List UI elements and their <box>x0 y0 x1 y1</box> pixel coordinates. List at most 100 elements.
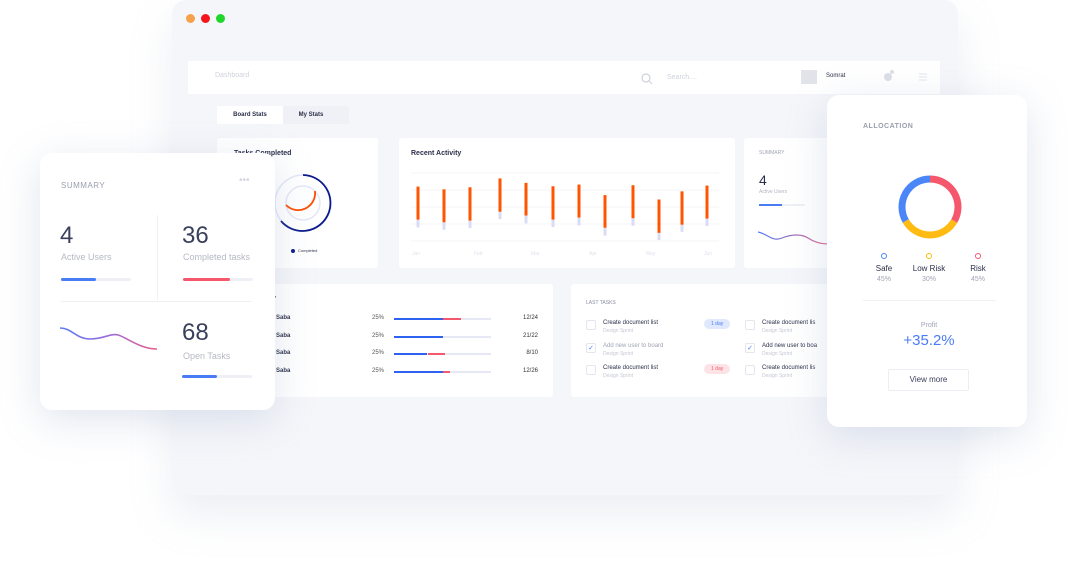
task-checkbox[interactable] <box>586 320 596 330</box>
legend-item: Risk 45% <box>953 253 1003 283</box>
bar-tail <box>416 219 420 228</box>
search-input[interactable]: Search.... <box>667 74 697 81</box>
profit-label: Profit <box>920 322 938 329</box>
legend-dot-icon <box>926 253 932 259</box>
user-name[interactable]: Somrat <box>826 73 846 79</box>
task-item[interactable]: Create document list Design Sprint 1 day <box>586 319 736 339</box>
top-header: Dashboard Search.... Somrat <box>188 61 940 94</box>
progress-bar <box>182 375 252 378</box>
team-activity-card: y Saba25%12/24Saba25%21/22Saba25%8/10Sab… <box>230 284 553 397</box>
due-badge: 1 day <box>704 319 731 329</box>
donut-segment-risk <box>929 175 962 223</box>
member-name: Saba <box>276 315 291 321</box>
task-title: Create document lis <box>762 320 816 326</box>
avatar[interactable] <box>801 70 817 84</box>
activity-bar <box>416 186 420 220</box>
legend-dot <box>291 249 295 253</box>
summary-card: SUMMARY ••• 4 Active Users 36 Completed … <box>40 153 275 410</box>
task-title: Create document list <box>603 365 659 371</box>
table-row[interactable]: Saba 25% 21/22 <box>230 333 553 345</box>
percent: 25% <box>372 350 385 356</box>
more-options-icon[interactable]: ••• <box>239 175 250 186</box>
task-checkbox[interactable] <box>745 320 755 330</box>
maximize-button[interactable] <box>216 14 225 23</box>
minimize-button[interactable] <box>186 14 195 23</box>
view-more-button[interactable]: View more <box>888 369 969 391</box>
activity-bar <box>551 186 555 220</box>
recent-activity-card: Recent Activity Jan Feb Mar Apr May Jun <box>399 138 735 268</box>
inner-arc <box>285 190 316 211</box>
menu-icon[interactable] <box>919 73 927 81</box>
notification-icon[interactable] <box>883 69 895 83</box>
donut-segment-low-risk <box>902 219 958 239</box>
task-item[interactable]: Create document lis Design Sprint <box>745 364 895 384</box>
table-row[interactable]: Saba 25% 12/26 <box>230 368 553 380</box>
card-title: SUMMARY <box>759 150 785 156</box>
table-row[interactable]: Saba 25% 12/24 <box>230 315 553 327</box>
stat-value: 68 <box>182 319 209 346</box>
bar-tail <box>657 232 661 240</box>
donut-segment-safe <box>898 175 931 223</box>
activity-bar <box>498 178 502 212</box>
task-item[interactable]: Create document list Design Sprint 1 day <box>586 364 736 384</box>
progress-bar <box>61 278 131 281</box>
task-item[interactable]: ✓ Add new user to boa Design Sprint <box>745 342 895 362</box>
trend-sparkline <box>758 231 828 245</box>
task-item[interactable]: ✓ Add new user to board Design Sprint <box>586 342 736 362</box>
x-tick-label: Jan <box>412 251 421 257</box>
page-title: Dashboard <box>215 72 250 79</box>
close-button[interactable] <box>201 14 210 23</box>
x-tick-label: Apr <box>589 251 597 257</box>
task-item[interactable]: Create document lis Design Sprint <box>745 319 895 339</box>
x-tick-label: Feb <box>474 251 483 257</box>
stat-value: 4 <box>759 172 767 188</box>
bar-tail <box>603 227 607 236</box>
tab-board-stats[interactable]: Board Stats <box>217 106 283 124</box>
bar-tail <box>705 218 709 227</box>
task-title: Add new user to boa <box>762 342 818 349</box>
divider <box>157 215 158 300</box>
progress-bar <box>394 318 491 320</box>
activity-bar <box>577 184 581 218</box>
divider <box>61 301 252 302</box>
percent: 25% <box>372 332 385 339</box>
progress-bar <box>394 335 491 338</box>
stat-value: 4 <box>60 222 74 249</box>
legend-label: Low Risk <box>912 264 946 273</box>
legend-dot-icon <box>975 253 981 259</box>
task-checkbox[interactable] <box>745 365 755 375</box>
recent-activity-chart <box>411 172 719 242</box>
bar-tail <box>551 219 555 228</box>
due-badge: 1 day <box>704 364 731 374</box>
bar-tail <box>442 222 446 230</box>
activity-bar <box>603 195 607 228</box>
stat-label: Active Users <box>759 189 788 195</box>
task-subtitle: Design Sprint <box>603 350 634 357</box>
card-title: ALLOCATION <box>863 123 914 130</box>
ratio: 21/22 <box>522 332 538 339</box>
bar-tail <box>631 218 635 226</box>
table-row[interactable]: Saba 25% 8/10 <box>230 350 553 362</box>
percent: 25% <box>372 367 385 374</box>
task-checkbox[interactable] <box>586 365 596 375</box>
task-checkbox[interactable]: ✓ <box>586 342 596 353</box>
progress-bar <box>394 370 491 373</box>
x-tick-label: Jun <box>704 251 713 257</box>
activity-bar <box>442 189 446 223</box>
chart-title: Recent Activity <box>411 150 462 157</box>
legend-value: 45% <box>876 276 891 283</box>
activity-bar <box>680 191 684 225</box>
task-checkbox[interactable]: ✓ <box>745 342 755 353</box>
bar-tail <box>680 224 684 232</box>
task-subtitle: Design Sprint <box>762 350 793 357</box>
task-subtitle: Design Sprint <box>762 328 793 334</box>
member-name: Saba <box>276 350 291 356</box>
bar-tail <box>524 215 528 224</box>
ratio: 8/10 <box>526 350 538 356</box>
task-subtitle: Design Sprint <box>762 373 793 379</box>
task-subtitle: Design Sprint <box>603 328 634 334</box>
stat-value: 36 <box>182 222 209 249</box>
progress-bar <box>183 278 253 281</box>
last-tasks-card: LAST TASKS Create document list Design Sp… <box>571 284 831 397</box>
tab-my-stats[interactable]: My Stats <box>298 112 324 118</box>
